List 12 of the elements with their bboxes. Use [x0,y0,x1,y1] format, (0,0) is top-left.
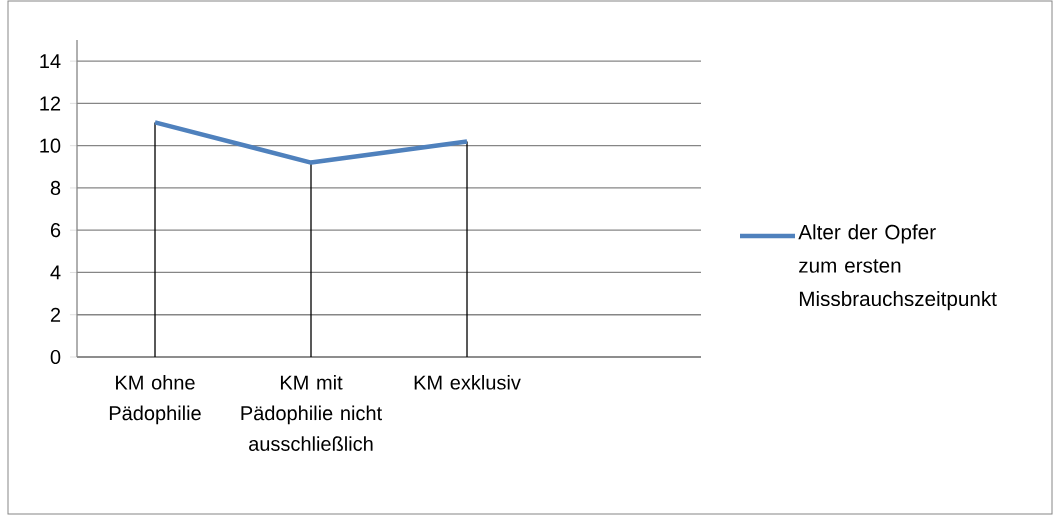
x-tick-label: KM exklusiv [414,374,521,390]
y-tick-label: 6 [50,223,61,238]
y-tick-label: 0 [50,349,61,365]
y-tick-label: 12 [40,96,61,111]
y-tick-label: 4 [50,265,61,280]
legend-label: Alter der Opfer zum ersten Missbrauchszeitpunkt [798,224,997,311]
x-tick-label: KM mit Pädophilie nicht ausschließlich [241,374,382,451]
y-tick-label: 10 [40,138,61,153]
x-tick-label: KM ohne Pädophilie [109,374,201,425]
y-tick-label: 8 [50,180,61,196]
y-tick-label: 2 [50,307,61,322]
y-tick-label: 14 [40,54,61,69]
